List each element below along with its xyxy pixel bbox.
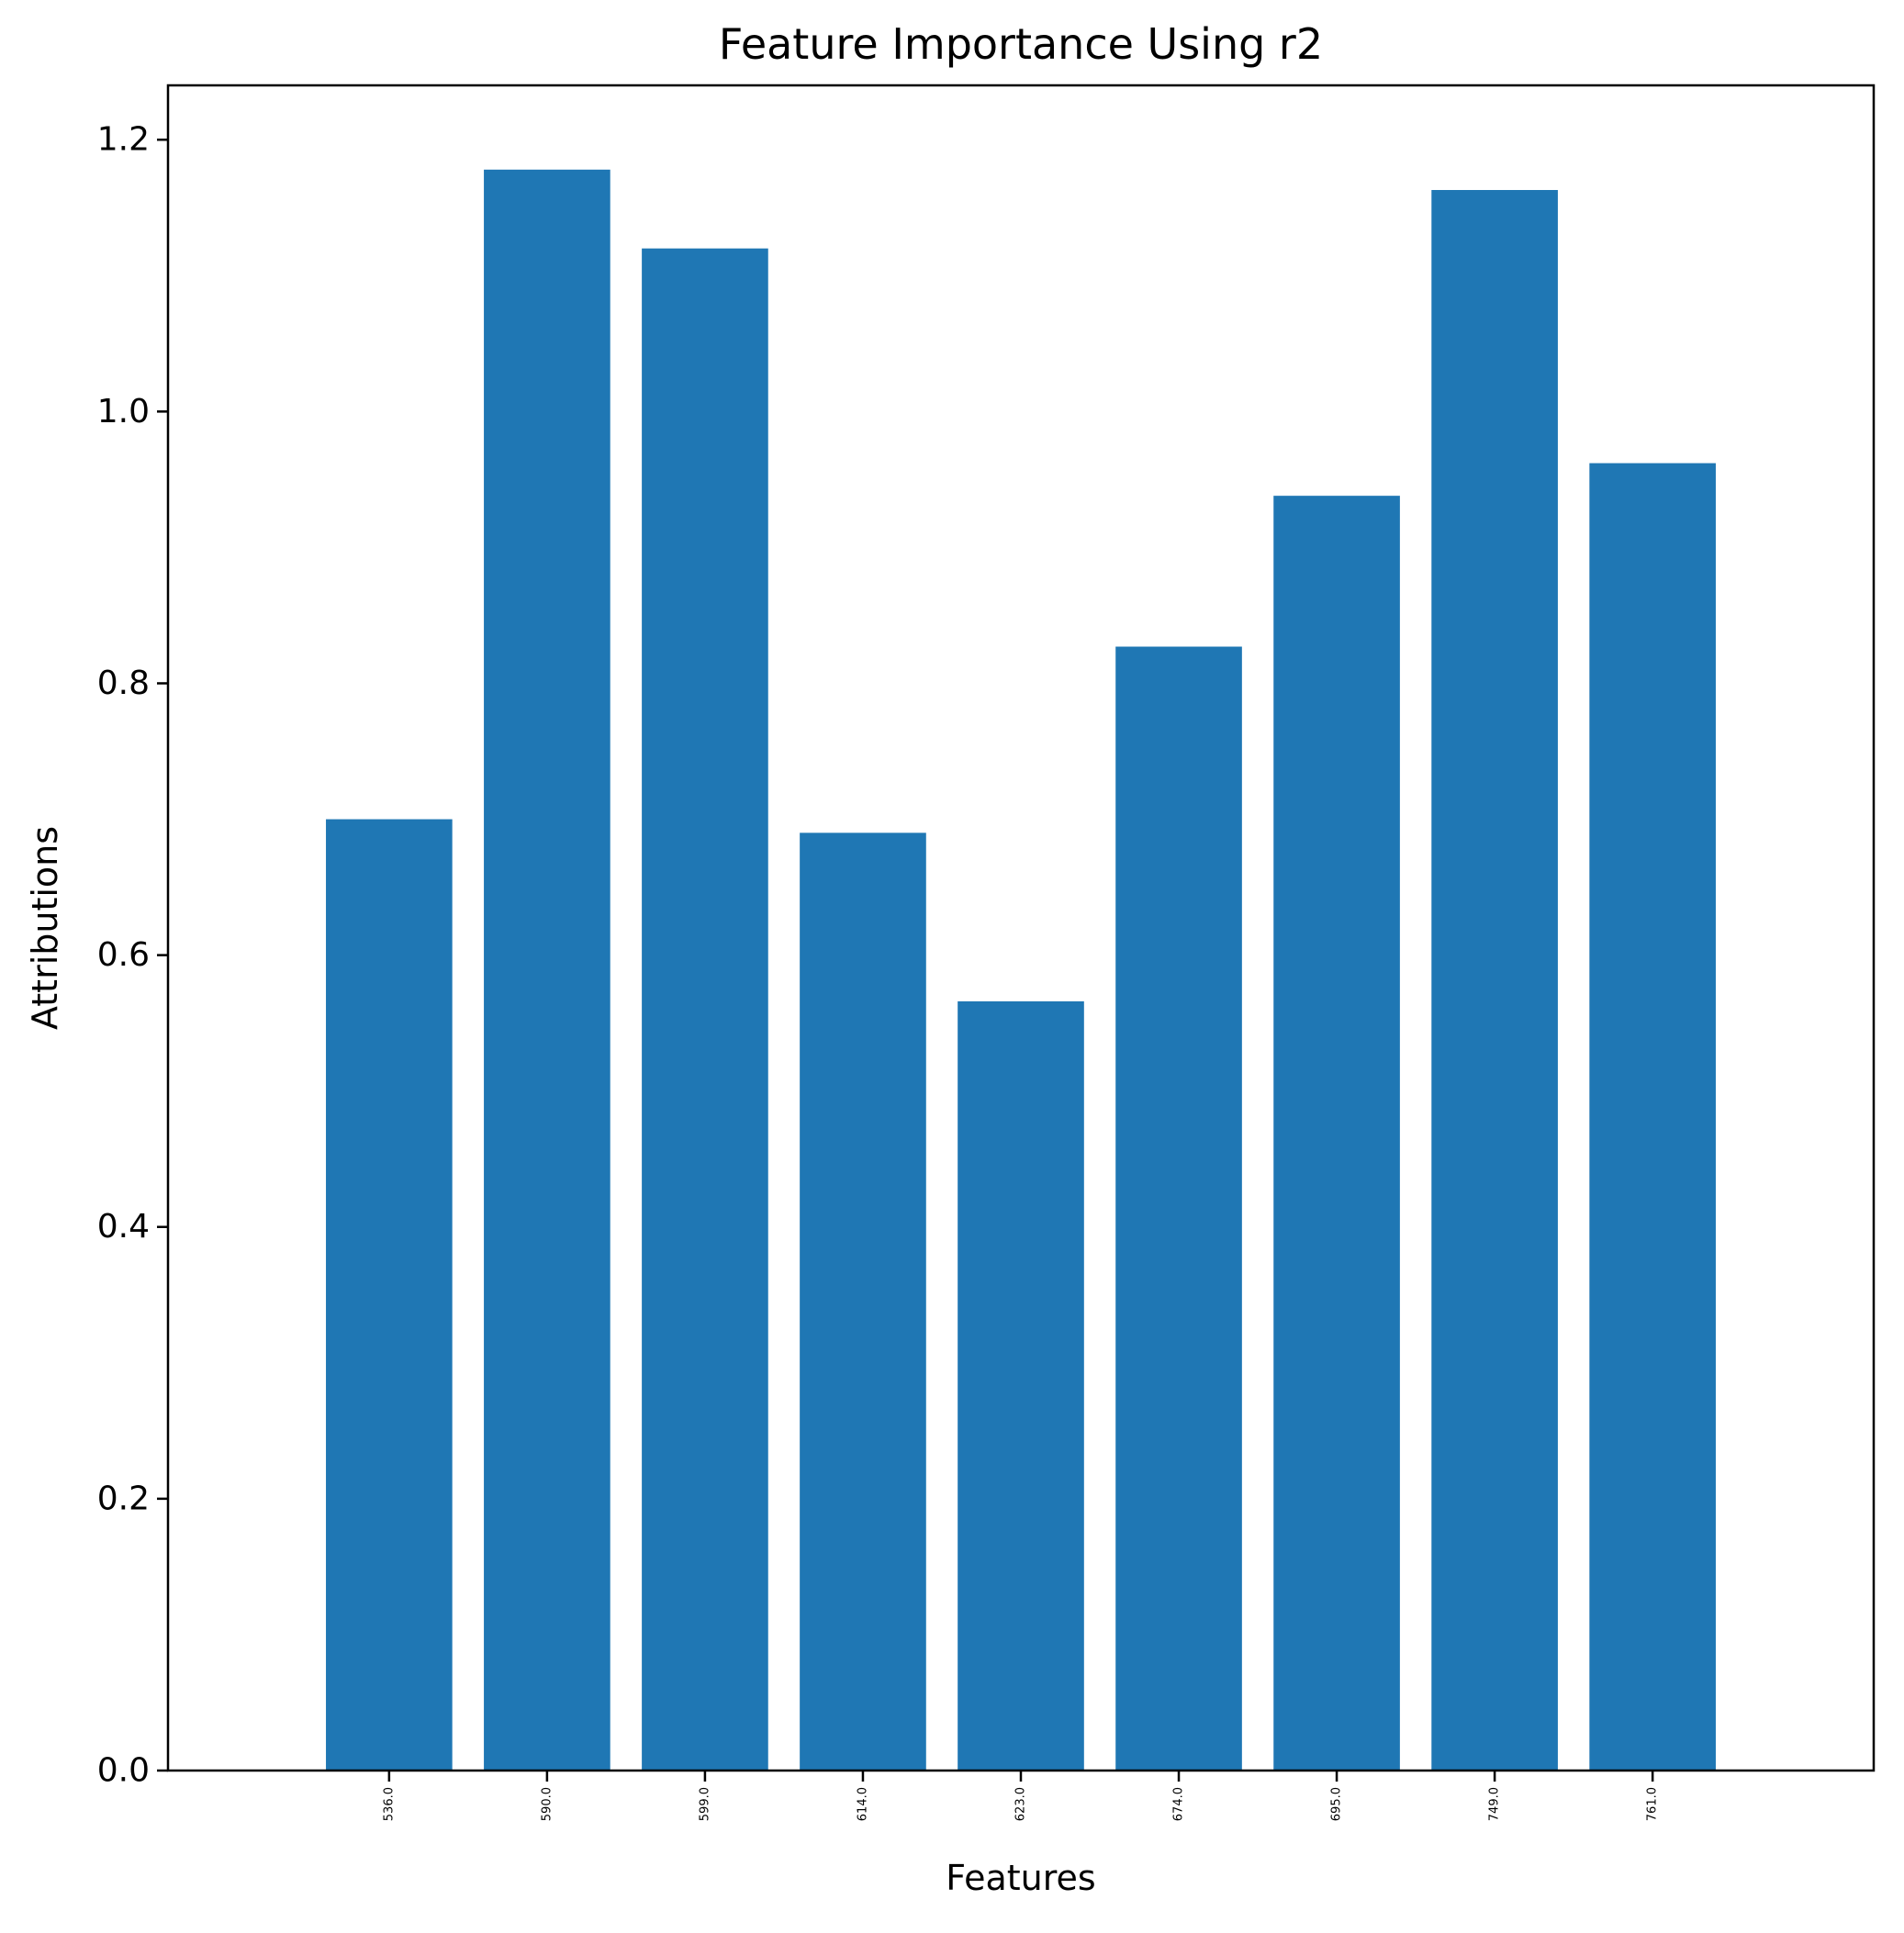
x-tick-label: 761.0 xyxy=(1646,1787,1660,1821)
y-tick-label: 0.0 xyxy=(97,1752,150,1790)
y-tick-label: 1.0 xyxy=(97,393,150,430)
x-tick-label: 536.0 xyxy=(382,1787,396,1821)
y-axis-label: Attributions xyxy=(25,826,65,1030)
x-tick-label: 695.0 xyxy=(1330,1787,1344,1821)
x-tick-label: 674.0 xyxy=(1172,1787,1186,1821)
bar-599.0 xyxy=(642,248,768,1771)
bar-761.0 xyxy=(1589,463,1716,1771)
bar-674.0 xyxy=(1115,646,1242,1771)
bar-590.0 xyxy=(484,169,610,1771)
y-tick-label: 0.6 xyxy=(97,936,150,974)
bar-695.0 xyxy=(1273,496,1400,1771)
x-tick-label: 614.0 xyxy=(856,1787,869,1821)
y-tick-label: 1.2 xyxy=(97,121,150,159)
y-tick-label: 0.8 xyxy=(97,665,150,702)
bar-614.0 xyxy=(800,832,926,1771)
x-tick-label: 599.0 xyxy=(698,1787,711,1821)
x-tick-label: 749.0 xyxy=(1488,1787,1502,1821)
bar-749.0 xyxy=(1431,190,1558,1771)
x-tick-label: 623.0 xyxy=(1014,1787,1028,1821)
plot-frame xyxy=(166,84,1876,1772)
bar-623.0 xyxy=(958,1000,1084,1771)
x-axis-label: Features xyxy=(946,1858,1095,1898)
y-tick-label: 0.2 xyxy=(97,1480,150,1517)
x-axis: 536.0 590.0 599.0 614.0 623.0 674.0 695.0 749.0… xyxy=(382,1771,1660,1821)
chart-title: Feature Importance Using r2 xyxy=(719,19,1323,69)
bar-536.0 xyxy=(326,819,453,1771)
x-tick-label: 590.0 xyxy=(540,1787,554,1821)
y-axis: 0.0 0.2 0.4 0.6 0.8 1.0 1.2 xyxy=(97,121,168,1790)
bars-group xyxy=(326,169,1716,1771)
y-tick-label: 0.4 xyxy=(97,1208,150,1246)
